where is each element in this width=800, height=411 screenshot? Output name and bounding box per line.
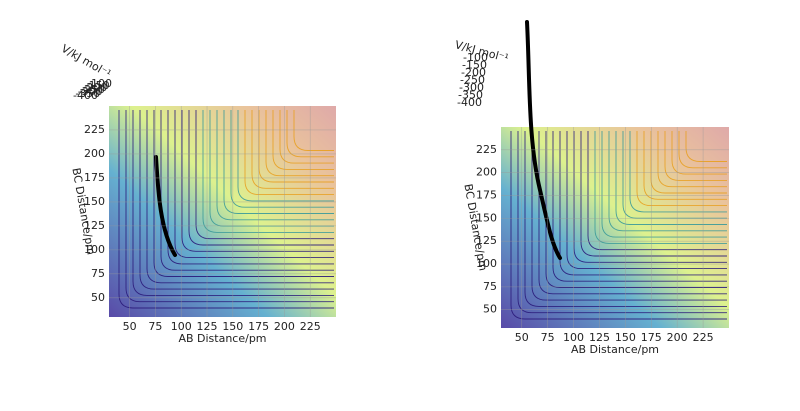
z-tick-label: -300 [459, 81, 484, 94]
contour-line [559, 131, 727, 276]
x-axis-label: AB Distance/pm [178, 332, 266, 345]
z-axis-label: V/kJ mol⁻¹ [59, 42, 113, 81]
contour-line [552, 131, 727, 282]
x-axis-label: AB Distance/pm [571, 343, 659, 356]
z-tick-label: -150 [462, 59, 487, 72]
trajectory [154, 155, 177, 257]
y-tick-label: 225 [476, 143, 497, 156]
contour-line [671, 131, 727, 175]
contour-line [265, 110, 334, 177]
contour-line [629, 131, 727, 213]
y-tick-label: 50 [91, 291, 105, 304]
contour-line [244, 110, 334, 196]
contour-line [293, 110, 334, 151]
trajectory [525, 20, 562, 260]
z-tick-label: -350 [458, 89, 483, 102]
contour-line [685, 131, 727, 162]
x-tick-label: 100 [171, 320, 192, 333]
y-tick-label: 100 [84, 243, 105, 256]
x-tick-label: 75 [148, 320, 162, 333]
contour-line [615, 131, 727, 225]
contour-line [510, 131, 727, 320]
contour-line [174, 110, 334, 259]
contour-line [230, 110, 334, 208]
z-tick-label: -200 [461, 66, 486, 79]
y-tick-label: 200 [476, 166, 497, 179]
z-tick-label: -200 [82, 81, 107, 94]
contour-line [566, 131, 727, 270]
contour-line [636, 131, 727, 207]
y-tick-label: 100 [476, 257, 497, 270]
axes-3d: 50 75 100 125 150 175 200 225 50 75 100 125 150 175 20… [453, 20, 729, 356]
contour-line [524, 131, 727, 307]
contour-line [202, 110, 334, 233]
contour-line [258, 110, 334, 183]
contour-line [139, 110, 334, 290]
y-tick-label: 150 [476, 211, 497, 224]
x-tick-label: 125 [589, 331, 610, 344]
z-tick-label: -250 [460, 74, 485, 87]
y-tick-label: 125 [84, 219, 105, 232]
y-tick-label: 125 [476, 234, 497, 247]
contour-line [678, 131, 727, 169]
x-tick-label: 50 [123, 320, 137, 333]
y-tick-label: 75 [483, 280, 497, 293]
z-tick-label: -300 [78, 85, 103, 98]
contour-line [664, 131, 727, 181]
contour-line [538, 131, 727, 295]
z-tick-label: -100 [463, 51, 488, 64]
x-tick-label: 150 [222, 320, 243, 333]
contour-line [545, 131, 727, 288]
contour-line [153, 110, 334, 277]
x-tick-label: 150 [615, 331, 636, 344]
contour-line [181, 110, 334, 252]
y-tick-label: 225 [84, 123, 105, 136]
x-tick-label: 225 [693, 331, 714, 344]
contour-line [286, 110, 334, 158]
contour-line [272, 110, 334, 170]
y-tick-label: 50 [483, 303, 497, 316]
x-tick-label: 175 [248, 320, 269, 333]
z-tick-label: -250 [80, 83, 105, 96]
contour-line [118, 110, 334, 309]
contour-line [587, 131, 727, 251]
x-tick-label: 125 [197, 320, 218, 333]
x-tick-label: 200 [274, 320, 295, 333]
contour-line [531, 131, 727, 301]
z-tick-label: -350 [75, 87, 100, 100]
y-tick-label: 75 [91, 267, 105, 280]
contour-line [580, 131, 727, 257]
contour-line [594, 131, 727, 244]
x-tick-label: 50 [515, 331, 529, 344]
contour-line [601, 131, 727, 238]
contour-line [279, 110, 334, 164]
contour-line [188, 110, 334, 246]
contour-line [237, 110, 334, 202]
x-tick-label: 225 [300, 320, 321, 333]
contour-line [160, 110, 334, 271]
y-tick-label: 175 [476, 189, 497, 202]
x-tick-label: 100 [563, 331, 584, 344]
axes-3d: 50 75 100 125 150 175 200 225 50 75 100 125 150 175 20… [59, 42, 336, 345]
contour-line [132, 110, 334, 296]
y-tick-label: 175 [84, 171, 105, 184]
z-tick-label: -150 [85, 79, 110, 92]
contour-line [251, 110, 334, 189]
contour-line [146, 110, 334, 284]
contour-line [195, 110, 334, 240]
contour-line [223, 110, 334, 214]
z-tick-label: -400 [457, 96, 482, 109]
contour-line [573, 131, 727, 263]
x-tick-label: 175 [641, 331, 662, 344]
x-tick-label: 75 [541, 331, 555, 344]
contour-line [608, 131, 727, 232]
y-tick-label: 150 [84, 195, 105, 208]
x-tick-label: 200 [667, 331, 688, 344]
z-tick-label: -100 [87, 77, 112, 90]
y-tick-label: 200 [84, 147, 105, 160]
z-tick-label: -400 [73, 89, 98, 102]
contour-line [216, 110, 334, 221]
